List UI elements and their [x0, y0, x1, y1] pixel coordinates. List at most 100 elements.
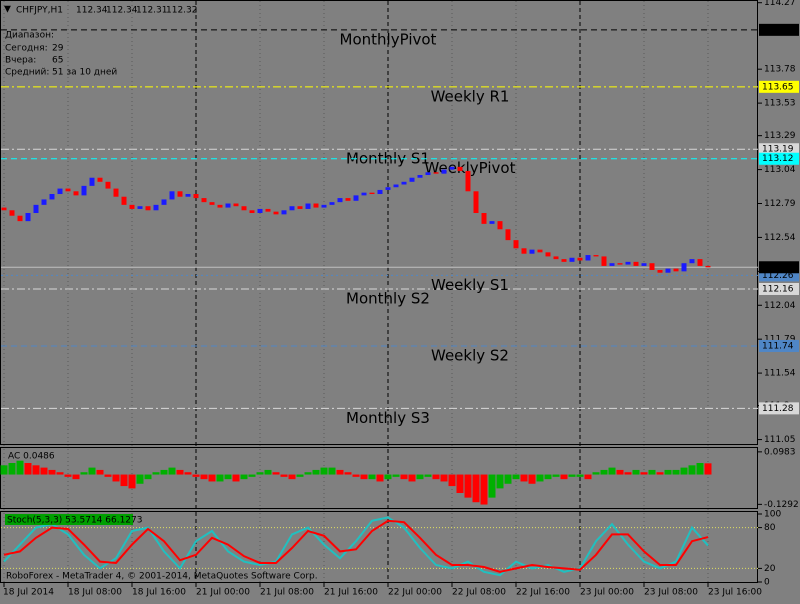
price-tick-label: 113.53 — [764, 99, 796, 109]
time-label: 18 Jul 16:00 — [132, 588, 186, 598]
ac-bar — [248, 474, 256, 477]
ac-bar — [704, 463, 712, 475]
ac-bar — [352, 474, 360, 477]
candle — [265, 208, 271, 212]
candle — [537, 249, 543, 253]
info-label: Сегодня: — [5, 44, 48, 54]
candle — [9, 210, 15, 216]
ac-bar — [56, 472, 64, 475]
candle — [521, 248, 527, 254]
ac-bar — [440, 474, 448, 482]
candle — [513, 240, 519, 249]
candle — [121, 196, 127, 205]
info-value: 65 — [52, 56, 63, 66]
ac-bar — [40, 467, 48, 475]
price-box-label: 112.26 — [762, 271, 794, 281]
stoch-tick-label: 80 — [764, 523, 776, 533]
price-tick-label: 112.79 — [764, 199, 796, 209]
price-box-label: 112.32 — [762, 263, 794, 273]
candle — [457, 166, 463, 171]
candle — [705, 265, 711, 268]
candle — [73, 191, 79, 196]
candle — [649, 263, 655, 270]
price-box-label: 112.16 — [762, 284, 794, 294]
ac-bar — [112, 474, 120, 482]
ac-bar — [256, 472, 264, 475]
ac-bar — [672, 469, 680, 475]
price-box — [759, 282, 799, 295]
candle — [609, 263, 615, 266]
ac-bar — [680, 467, 688, 475]
candle — [441, 169, 447, 174]
candle — [697, 259, 703, 266]
candle — [137, 206, 143, 209]
price-tick-label: 111.05 — [764, 435, 796, 445]
ac-bar — [8, 463, 16, 475]
ac-bar — [464, 474, 472, 498]
ac-bar — [240, 474, 248, 480]
quote-value: 112.31 — [136, 6, 168, 16]
candle — [377, 189, 383, 195]
candle — [417, 175, 423, 178]
ac-bar — [104, 474, 112, 477]
candle — [241, 206, 247, 211]
ac-bar — [304, 472, 312, 475]
price-box — [759, 339, 799, 352]
ac-bar — [80, 472, 88, 475]
price-tick-label: 112.54 — [764, 233, 796, 243]
ac-bar — [232, 474, 240, 482]
ac-bar — [552, 474, 560, 477]
candle — [113, 188, 119, 197]
ac-bar — [584, 474, 592, 480]
ac-bar — [224, 474, 232, 480]
ac-bar — [288, 474, 296, 480]
candle — [489, 221, 495, 224]
stoch-signal-line — [3, 519, 709, 573]
candle — [633, 261, 639, 266]
candle — [41, 199, 47, 205]
candle — [601, 256, 607, 266]
candle — [465, 170, 471, 192]
ac-bar — [392, 474, 400, 477]
candle — [33, 204, 39, 214]
ac-bar — [200, 474, 208, 480]
candle — [169, 191, 175, 200]
candle — [449, 166, 455, 170]
price-tick-label: 112.04 — [764, 301, 796, 311]
ac-bar — [328, 467, 336, 475]
candle — [545, 252, 551, 257]
stoch-panel — [0, 511, 758, 583]
stoch-label-bg — [5, 514, 133, 525]
stoch-label: Stoch(5,3,3) 53.5714 66.1273 — [7, 516, 142, 526]
ac-bar — [432, 474, 440, 480]
ac-bar — [416, 474, 424, 480]
time-label: 22 Jul 16:00 — [516, 588, 570, 598]
candle — [313, 203, 319, 208]
ac-bar — [0, 465, 8, 475]
quote-value: 112.34 — [76, 6, 108, 16]
ac-bar — [592, 472, 600, 475]
ac-label: AC 0.0486 — [8, 452, 55, 462]
candle — [209, 202, 215, 205]
candle — [65, 188, 71, 192]
price-tick-label: 114.27 — [764, 0, 796, 8]
candle — [593, 255, 599, 257]
ac-bar — [16, 460, 24, 475]
candle — [193, 194, 199, 199]
ac-bar — [560, 474, 568, 480]
price-tick-label: 113.78 — [764, 65, 796, 75]
ac-bar — [688, 465, 696, 475]
ac-bar — [544, 474, 552, 480]
price-box-label: 113.65 — [762, 82, 794, 92]
ac-bar — [664, 469, 672, 475]
ac-bar — [496, 474, 504, 489]
time-label: 23 Jul 16:00 — [708, 588, 762, 598]
candle — [641, 263, 647, 266]
level-label: Monthly S3 — [346, 409, 430, 427]
ac-bar — [608, 467, 616, 475]
info-title: Диапазон: — [5, 31, 54, 41]
ac-bar — [144, 474, 152, 480]
ac-bar — [176, 469, 184, 475]
candle — [617, 263, 623, 265]
price-tick-label: 111.79 — [764, 335, 796, 345]
